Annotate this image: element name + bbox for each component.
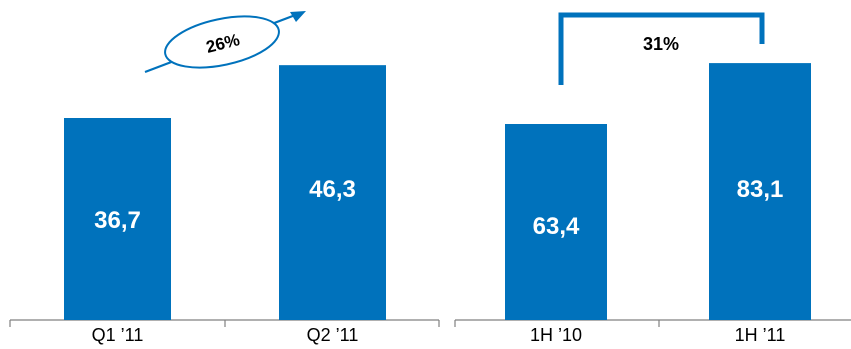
growth-ellipse — [164, 15, 280, 69]
x-tick-label: Q1 ’11 — [92, 325, 144, 345]
x-tick-label: 1H ’10 — [530, 325, 582, 345]
data-label: 36,7 — [94, 207, 141, 234]
bracket-label: 31% — [643, 34, 679, 54]
bracket-line — [558, 12, 765, 85]
bar — [64, 118, 171, 320]
growth-annotation: 26% — [144, 11, 306, 74]
bracket-annotation: 31% — [558, 12, 765, 85]
quarterly-chart: 36,7 Q1 ’11 46,3 Q2 ’11 — [9, 65, 440, 345]
x-tick-label: Q2 ’11 — [307, 325, 359, 345]
data-label: 63,4 — [533, 213, 580, 240]
data-label: 83,1 — [737, 176, 784, 203]
data-label: 46,3 — [309, 176, 356, 203]
bar — [505, 124, 607, 320]
half-year-chart: 63,4 1H ’10 83,1 1H ’11 — [454, 63, 851, 345]
bar — [279, 65, 386, 320]
bar — [709, 63, 811, 321]
x-tick-label: 1H ’11 — [735, 325, 786, 345]
arrow-head-icon — [290, 11, 306, 22]
